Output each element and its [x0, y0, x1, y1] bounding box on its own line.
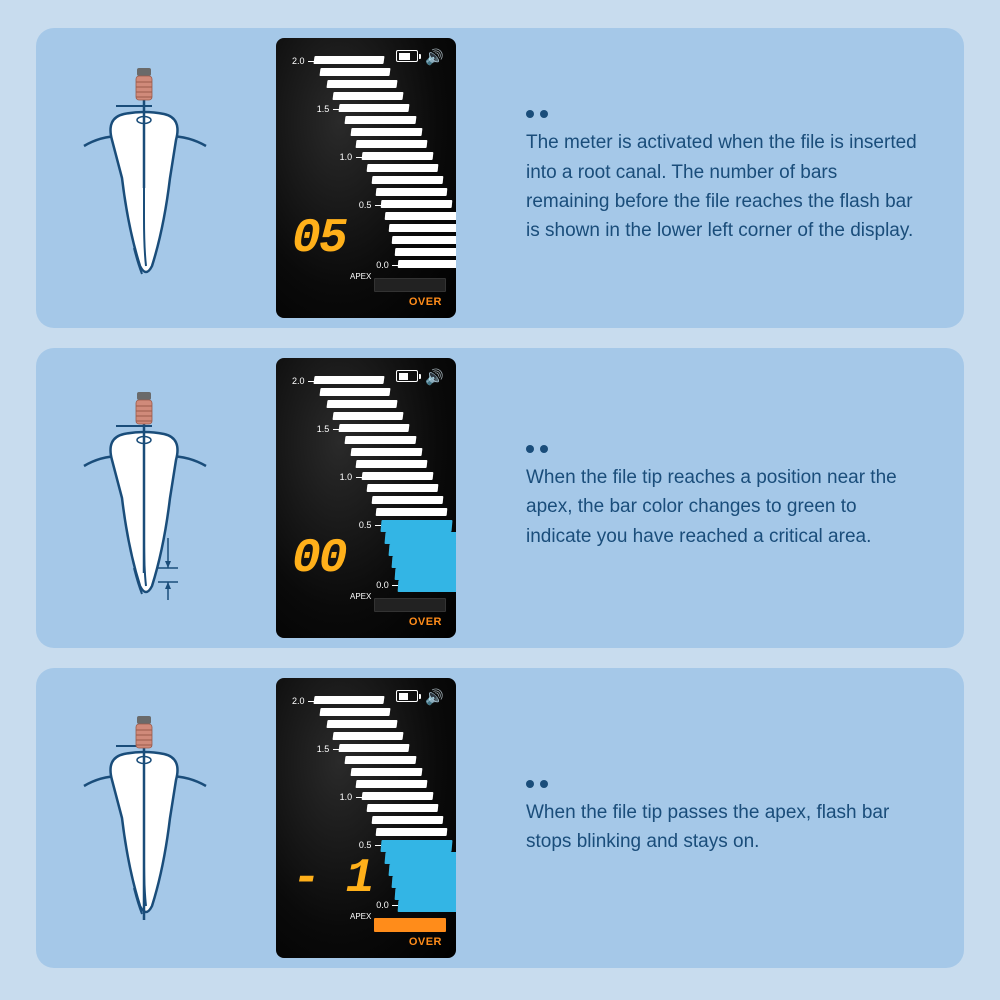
tooth-illustration-2 — [46, 388, 246, 608]
panel-1: 2.01.51.00.50.0APEXOVER05🔊 The meter is … — [36, 28, 964, 328]
bullet-dots — [526, 110, 924, 118]
panel-3: 2.01.51.00.50.0APEXOVER- 1🔊 When the fil… — [36, 668, 964, 968]
device-screen-3: 2.01.51.00.50.0APEXOVER- 1🔊 — [266, 678, 466, 958]
description-text: When the file tip passes the apex, flash… — [526, 798, 924, 857]
bullet-dots — [526, 445, 924, 453]
panel-2: 2.01.51.00.50.0APEXOVER00🔊 When the file… — [36, 348, 964, 648]
description-2: When the file tip reaches a position nea… — [486, 445, 934, 551]
bullet-dots — [526, 780, 924, 788]
device-screen-2: 2.01.51.00.50.0APEXOVER00🔊 — [266, 358, 466, 638]
description-text: When the file tip reaches a position nea… — [526, 463, 924, 551]
description-3: When the file tip passes the apex, flash… — [486, 780, 934, 857]
device-screen-1: 2.01.51.00.50.0APEXOVER05🔊 — [266, 38, 466, 318]
description-text: The meter is activated when the file is … — [526, 128, 924, 246]
tooth-illustration-3 — [46, 708, 246, 928]
description-1: The meter is activated when the file is … — [486, 110, 934, 246]
tooth-illustration-1 — [46, 68, 246, 288]
